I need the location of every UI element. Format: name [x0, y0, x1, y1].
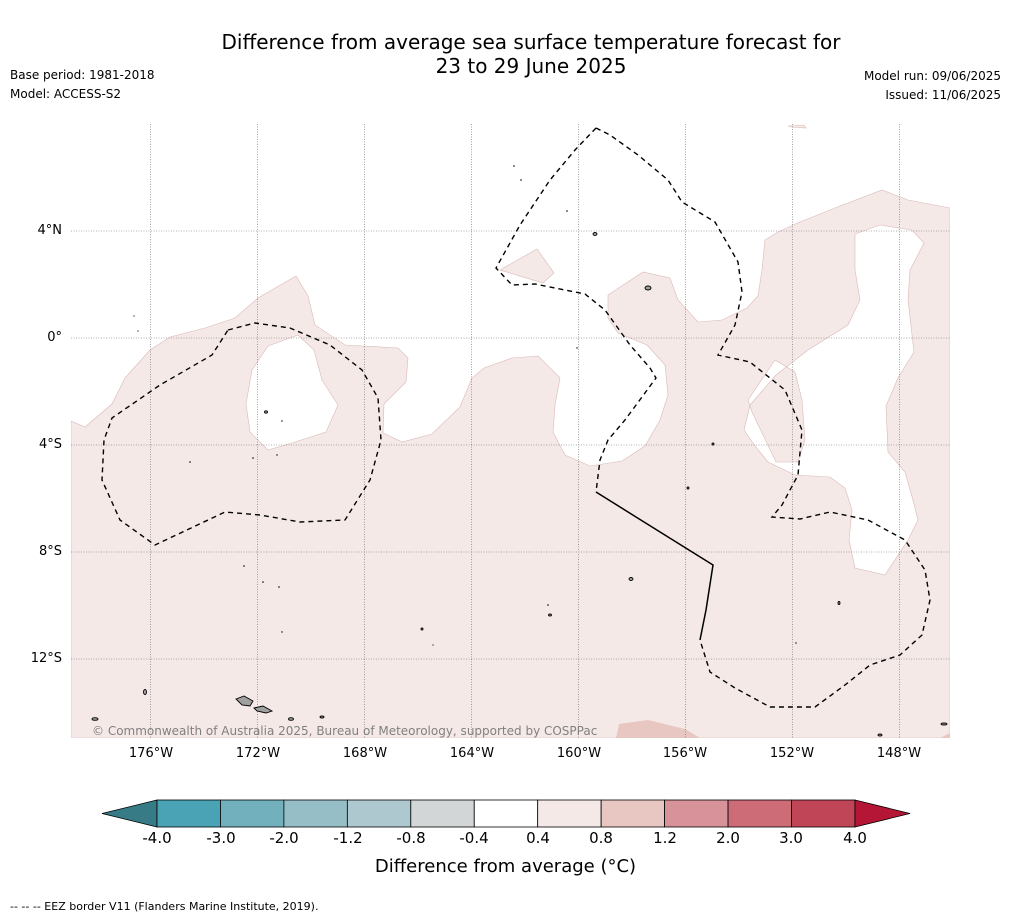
colorbar-tick: 2.0 — [716, 829, 740, 847]
lat-label-4s: 4°S — [38, 437, 62, 452]
lat-label-8s: 8°S — [38, 544, 62, 559]
colorbar-tick: 3.0 — [779, 829, 803, 847]
lon-label-160w: 160°W — [556, 746, 602, 761]
copyright-notice: © Commonwealth of Australia 2025, Bureau… — [92, 724, 598, 738]
colorbar — [101, 799, 911, 828]
lon-label-164w: 164°W — [449, 746, 495, 761]
model-run: Model run: 09/06/2025 — [863, 69, 1001, 83]
anomaly-region-0.4-0.8 — [71, 124, 950, 738]
eez-line-islands — [595, 127, 931, 708]
colorbar-segment — [537, 799, 602, 828]
colorbar-segment — [727, 799, 792, 828]
lon-label-168w: 168°W — [342, 746, 388, 761]
meta-left: Base period: 1981-2018 Model: ACCESS-S2 — [10, 66, 155, 104]
lon-label-172w: 172°W — [235, 746, 281, 761]
eez-phoenix — [495, 127, 657, 493]
colorbar-tick: 4.0 — [843, 829, 867, 847]
colorbar-segment — [600, 799, 666, 828]
map-area — [71, 124, 950, 738]
colorbar-tick: 0.8 — [589, 829, 613, 847]
colorbar-tick: -1.2 — [333, 829, 363, 847]
colorbar-segment — [156, 799, 221, 828]
colorbar-segment — [346, 799, 412, 828]
colorbar-tick: -3.0 — [206, 829, 236, 847]
lat-label-4n: 4°N — [37, 223, 63, 238]
colorbar-segment — [791, 799, 856, 828]
base-period: Base period: 1981-2018 — [10, 68, 155, 82]
model-name: Model: ACCESS-S2 — [10, 87, 122, 101]
colorbar-tick: -2.0 — [269, 829, 299, 847]
meta-right: Model run: 09/06/2025 Issued: 11/06/2025 — [864, 67, 1001, 105]
title-line-2: 23 to 29 June 2025 — [435, 54, 627, 78]
island-savaii — [235, 695, 254, 707]
lon-label-176w: 176°W — [128, 746, 174, 761]
colorbar-tick: 1.2 — [653, 829, 677, 847]
lat-label-0: 0° — [47, 330, 62, 345]
map-title: Difference from average sea surface temp… — [0, 30, 1011, 78]
colorbar-segment — [283, 799, 348, 828]
graticule — [71, 124, 950, 738]
lon-label-156w: 156°W — [662, 746, 708, 761]
anomaly-region-0.8-1.2-east — [940, 733, 950, 738]
colorbar-segment — [473, 799, 539, 828]
atolls — [133, 165, 797, 646]
colorbar-segment — [664, 799, 729, 828]
colorbar-extend-low — [101, 799, 158, 828]
lon-label-152w: 152°W — [769, 746, 815, 761]
issued-date: Issued: 11/06/2025 — [885, 88, 1001, 102]
lon-label-148w: 148°W — [876, 746, 922, 761]
colorbar-tick: -4.0 — [142, 829, 172, 847]
colorbar-label: Difference from average (°C) — [374, 856, 637, 877]
eez-solid-border — [595, 491, 714, 641]
colorbar-segment — [220, 799, 285, 828]
colorbar-tick: -0.8 — [396, 829, 426, 847]
colorbar-tick: -0.4 — [459, 829, 489, 847]
colorbar-tick: 0.4 — [526, 829, 550, 847]
colorbar-extend-high — [854, 799, 911, 828]
colorbar-segment — [410, 799, 475, 828]
lat-label-12s: 12°S — [30, 651, 62, 666]
title-line-1: Difference from average sea surface temp… — [221, 30, 841, 54]
islands — [91, 232, 948, 737]
anomaly-region-0.8-1.2 — [616, 720, 700, 738]
island-upolu — [253, 705, 274, 714]
eez-footnote: -- -- -- EEZ border V11 (Flanders Marine… — [10, 900, 319, 913]
eez-borders — [101, 127, 931, 708]
